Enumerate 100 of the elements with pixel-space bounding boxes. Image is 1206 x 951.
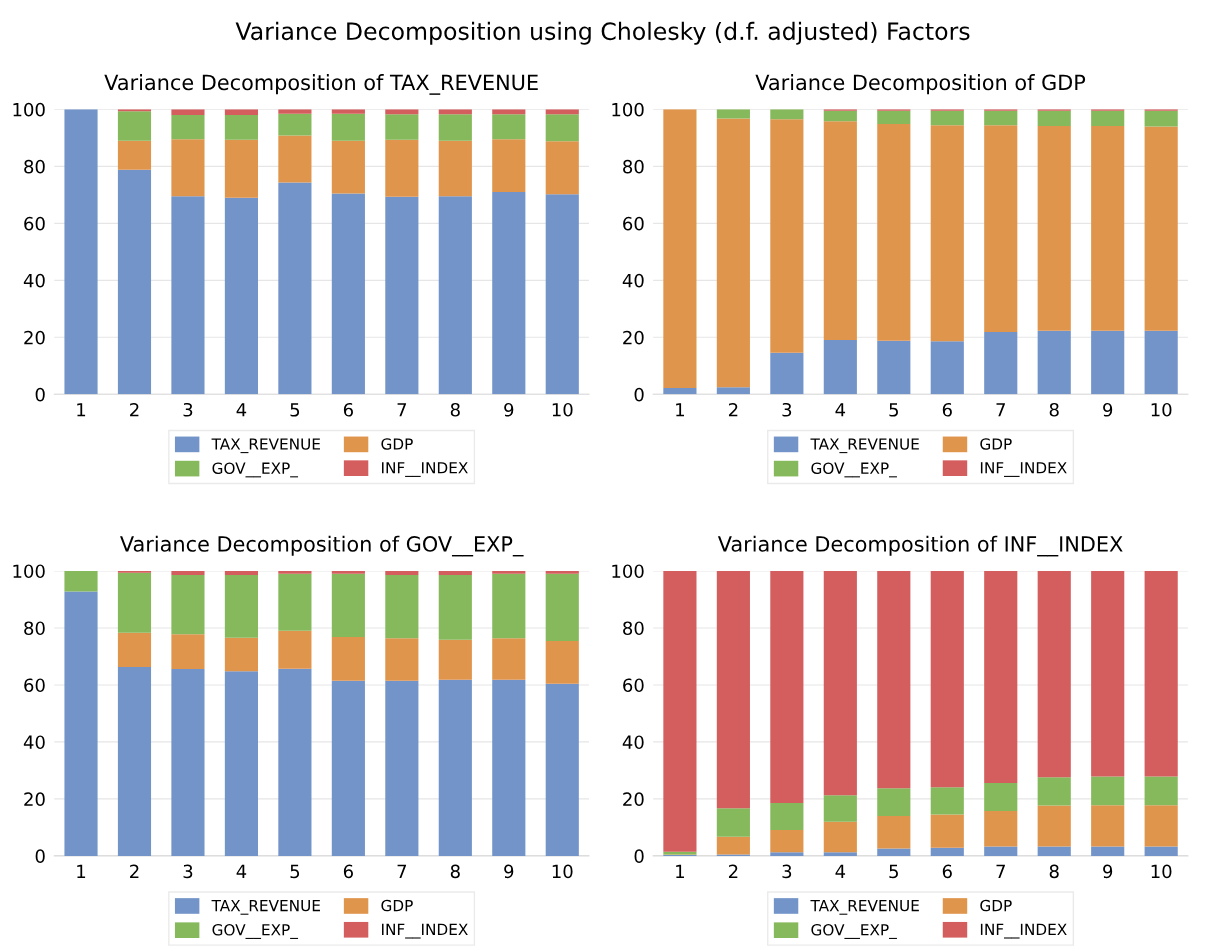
x-tick-label: 10 <box>1151 864 1172 879</box>
x-tick-label: 2 <box>728 864 738 878</box>
bar <box>278 630 312 669</box>
x-tick-label: 2 <box>130 402 139 417</box>
bar <box>1144 110 1178 127</box>
bar <box>716 118 750 388</box>
y-tick-label: 0 <box>35 387 45 402</box>
y-tick-label: 20 <box>623 330 644 345</box>
bar <box>663 109 697 389</box>
x-tick-label: 8 <box>1049 402 1059 417</box>
bar <box>438 570 472 575</box>
bar <box>438 196 472 395</box>
x-tick-label: 3 <box>782 864 792 879</box>
x-tick-label: 6 <box>942 402 952 417</box>
bar <box>331 680 365 856</box>
bar <box>716 808 750 837</box>
bar <box>492 573 526 639</box>
bar <box>984 570 1018 783</box>
y-tick-label: 0 <box>634 387 644 402</box>
bar <box>331 573 365 638</box>
x-tick-label: 2 <box>728 402 738 417</box>
x-tick-label: 3 <box>183 402 193 417</box>
bar <box>1144 126 1178 331</box>
y-tick-label: 40 <box>23 735 45 750</box>
bar <box>492 192 526 395</box>
y-tick-label: 20 <box>24 792 45 807</box>
x-tick-label: 5 <box>889 864 898 879</box>
bar <box>385 638 419 681</box>
bar <box>117 632 152 667</box>
y-tick-label: 60 <box>623 678 644 693</box>
bar <box>877 788 911 817</box>
y-tick-label: 80 <box>623 159 644 174</box>
y-tick-label: 100 <box>612 564 644 579</box>
legend-label: GOV__EXP_ <box>811 924 897 939</box>
bar <box>171 574 205 635</box>
bar <box>331 113 365 141</box>
bar <box>930 341 964 395</box>
x-tick-label: 9 <box>504 864 514 879</box>
legend-label: GDP <box>980 438 1012 450</box>
x-tick-label: 6 <box>343 864 353 879</box>
bar <box>823 852 857 856</box>
bar <box>770 829 804 853</box>
bar <box>492 139 526 192</box>
bar <box>224 139 258 198</box>
bar <box>1091 570 1125 777</box>
bar <box>545 114 579 142</box>
y-tick-label: 100 <box>13 102 45 117</box>
bar <box>171 634 205 669</box>
x-tick-label: 3 <box>183 864 193 879</box>
bar <box>331 140 365 194</box>
bar <box>492 570 526 574</box>
bar <box>930 110 964 126</box>
x-tick-label: 9 <box>504 402 514 417</box>
bar <box>385 680 419 856</box>
bar <box>331 637 365 681</box>
bar <box>1091 846 1125 856</box>
bar <box>224 637 258 672</box>
bar <box>171 139 205 197</box>
bar <box>117 666 152 856</box>
bar <box>1144 846 1178 856</box>
legend-label: INF__INDEX <box>980 462 1067 477</box>
bar <box>984 810 1018 847</box>
x-tick-label: 9 <box>1103 402 1113 417</box>
legend-label: INF__INDEX <box>980 923 1067 939</box>
bar <box>930 787 964 815</box>
legend-label: INF__INDEX <box>382 462 468 477</box>
y-tick-label: 20 <box>24 330 45 345</box>
bar <box>663 570 697 852</box>
y-tick-label: 0 <box>35 849 45 864</box>
bar <box>877 123 911 341</box>
bar <box>716 836 750 855</box>
bar <box>545 683 579 856</box>
bar <box>823 110 857 122</box>
bar <box>438 574 472 640</box>
bar <box>438 679 472 856</box>
bar <box>224 570 258 575</box>
x-tick-label: 9 <box>1103 864 1113 879</box>
bar <box>1037 330 1071 395</box>
bar <box>1091 330 1125 395</box>
x-tick-label: 3 <box>782 402 792 417</box>
legend-label: INF__INDEX <box>382 923 468 939</box>
bar <box>930 814 964 848</box>
bar <box>385 574 419 639</box>
bar <box>1091 110 1125 126</box>
bar <box>1037 805 1071 847</box>
bar <box>823 339 857 395</box>
bar <box>171 109 205 116</box>
legend-label: GOV__EXP_ <box>212 462 299 478</box>
bar <box>770 109 804 120</box>
bar <box>930 847 964 856</box>
bar <box>823 795 857 822</box>
bar <box>117 572 152 633</box>
bar <box>1037 125 1071 331</box>
y-tick-label: 60 <box>623 216 644 231</box>
x-tick-label: 4 <box>236 864 247 878</box>
bar <box>877 816 911 849</box>
y-tick-label: 100 <box>612 102 644 117</box>
x-tick-label: 5 <box>889 403 898 417</box>
x-tick-label: 6 <box>942 864 952 879</box>
bar <box>117 111 152 141</box>
